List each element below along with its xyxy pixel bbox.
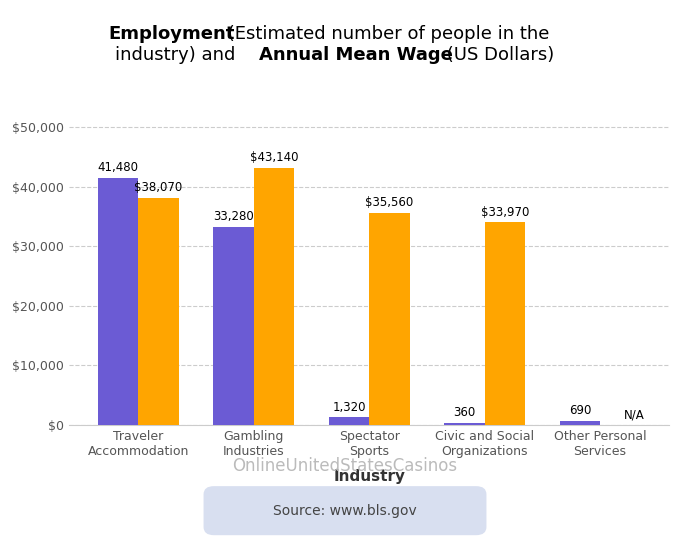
Text: OnlineUnitedStatesCasinos: OnlineUnitedStatesCasinos <box>233 457 457 475</box>
Text: 1,320: 1,320 <box>332 401 366 414</box>
Text: Annual Mean Wage: Annual Mean Wage <box>259 46 453 64</box>
Text: (US Dollars): (US Dollars) <box>441 46 554 64</box>
Text: $43,140: $43,140 <box>250 151 298 164</box>
Text: industry) and: industry) and <box>115 46 242 64</box>
X-axis label: Industry: Industry <box>333 469 405 484</box>
Bar <box>213 227 254 425</box>
Bar <box>254 168 294 425</box>
Text: 360: 360 <box>453 407 475 419</box>
Text: 690: 690 <box>569 404 591 417</box>
Text: Source: www.bls.gov: Source: www.bls.gov <box>273 504 417 518</box>
Text: $35,560: $35,560 <box>365 196 413 209</box>
Text: 41,480: 41,480 <box>97 161 139 174</box>
Bar <box>98 178 138 425</box>
Text: N/A: N/A <box>624 409 644 421</box>
Text: $33,970: $33,970 <box>481 206 529 219</box>
Bar <box>444 423 484 425</box>
Bar <box>138 198 179 425</box>
Bar <box>484 222 525 425</box>
Text: 33,280: 33,280 <box>213 210 254 223</box>
Bar <box>328 417 369 425</box>
Bar <box>369 213 410 425</box>
Bar <box>560 421 600 425</box>
Text: Employment: Employment <box>108 25 235 43</box>
Text: $38,070: $38,070 <box>135 181 183 195</box>
Text: (Estimated number of people in the: (Estimated number of people in the <box>221 25 549 43</box>
